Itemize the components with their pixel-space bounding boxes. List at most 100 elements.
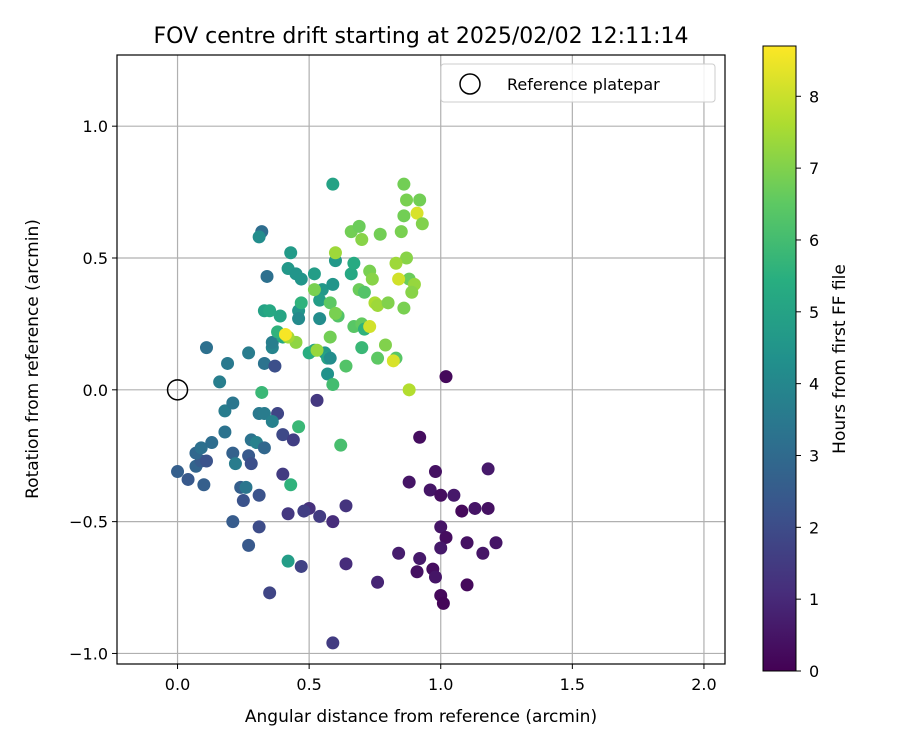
scatter-point xyxy=(439,370,453,384)
chart-title: FOV centre drift starting at 2025/02/02 … xyxy=(154,24,689,49)
scatter-point xyxy=(397,209,411,223)
scatter-point xyxy=(278,327,292,341)
scatter-point xyxy=(357,285,371,299)
scatter-point xyxy=(221,356,235,370)
scatter-point xyxy=(297,504,311,518)
scatter-point xyxy=(218,425,232,439)
y-axis-label: Rotation from reference (arcmin) xyxy=(23,219,43,499)
colorbar-ticks: 0 1 2 3 4 5 6 7 8 xyxy=(796,87,819,681)
scatter-point xyxy=(371,575,385,589)
scatter-point xyxy=(268,359,282,373)
colorbar-tick-label: 3 xyxy=(809,446,819,465)
legend-box xyxy=(440,63,716,103)
grid xyxy=(117,55,725,664)
scatter-point xyxy=(326,277,340,291)
scatter-point xyxy=(460,536,474,550)
scatter-point xyxy=(326,636,340,650)
scatter-point xyxy=(265,335,279,349)
scatter-point xyxy=(255,385,269,399)
scatter-point xyxy=(226,396,240,410)
scatter-point xyxy=(286,433,300,447)
scatter-point xyxy=(428,465,442,479)
scatter-point xyxy=(434,541,448,555)
scatter-point xyxy=(447,488,461,502)
scatter-point xyxy=(400,193,414,207)
scatter-point xyxy=(381,296,395,310)
scatter-point xyxy=(244,457,258,471)
scatter-point xyxy=(481,501,495,515)
scatter-point xyxy=(400,251,414,265)
legend-reference-marker xyxy=(459,73,481,95)
scatter-point xyxy=(468,501,482,515)
colorbar-tick-label: 5 xyxy=(809,303,819,322)
scatter-point xyxy=(365,272,379,286)
colorbar-tick-label: 8 xyxy=(809,87,819,106)
scatter-point xyxy=(321,367,335,381)
scatter-point xyxy=(326,378,340,392)
colorbar-label: Hours from first FF file xyxy=(830,264,850,454)
legend: Reference platepar xyxy=(440,63,716,103)
plot-frame xyxy=(116,54,726,665)
scatter-point xyxy=(313,509,327,523)
y-tick-label: −1.0 xyxy=(69,644,108,663)
scatter-point xyxy=(263,586,277,600)
scatter-point xyxy=(292,420,306,434)
legend-label-reference-platepar: Reference platepar xyxy=(507,75,660,94)
y-axis-ticks: −1.0 −0.5 0.0 0.5 1.0 xyxy=(69,117,117,663)
scatter-point xyxy=(339,499,353,513)
colorbar-gradient xyxy=(763,46,796,671)
scatter-point xyxy=(263,304,277,318)
scatter-point xyxy=(371,298,385,312)
scatter-point xyxy=(276,467,290,481)
x-axis-ticks: 0.0 0.5 1.0 1.5 2.0 xyxy=(165,664,717,694)
y-tick-label: 0.5 xyxy=(83,249,108,268)
scatter-point xyxy=(423,483,437,497)
scatter-point xyxy=(310,343,324,357)
scatter-point xyxy=(415,217,429,231)
scatter-point xyxy=(413,193,427,207)
y-tick-label: 0.0 xyxy=(83,381,108,400)
scatter-point xyxy=(378,338,392,352)
scatter-point xyxy=(310,393,324,407)
colorbar-tick-label: 7 xyxy=(809,159,819,178)
scatter-point xyxy=(265,414,279,428)
scatter-point xyxy=(313,293,327,307)
scatter-point xyxy=(252,488,266,502)
scatter-point xyxy=(313,312,327,326)
colorbar-tick-label: 2 xyxy=(809,518,819,537)
scatter-point xyxy=(389,256,403,270)
scatter-point xyxy=(434,488,448,502)
scatter-point xyxy=(199,454,213,468)
scatter-point xyxy=(326,515,340,529)
reference-platepar-marker xyxy=(166,379,189,401)
scatter-point xyxy=(171,465,185,479)
scatter-point xyxy=(294,272,308,286)
scatter-point xyxy=(392,546,406,560)
scatter-point xyxy=(260,269,274,283)
scatter-point xyxy=(344,267,358,281)
scatter-point xyxy=(410,206,424,220)
scatter-point xyxy=(197,478,211,492)
scatter-point xyxy=(281,507,295,521)
x-tick-label: 0.0 xyxy=(165,675,190,694)
scatter-point xyxy=(205,436,219,450)
scatter-point xyxy=(242,346,256,360)
scatter-point xyxy=(489,536,503,550)
scatter-point xyxy=(476,546,490,560)
scatter-point xyxy=(352,219,366,233)
scatter-point xyxy=(294,559,308,573)
scatter-point xyxy=(239,480,253,494)
scatter-point xyxy=(307,267,321,281)
scatter-point xyxy=(307,283,321,297)
x-tick-label: 2.0 xyxy=(691,675,716,694)
x-tick-label: 1.0 xyxy=(428,675,453,694)
scatter-point xyxy=(284,478,298,492)
scatter-point xyxy=(347,256,361,270)
scatter-point xyxy=(213,375,227,389)
scatter-point xyxy=(242,538,256,552)
scatter-point xyxy=(481,462,495,476)
scatter-point xyxy=(199,341,213,355)
scatter-point xyxy=(413,552,427,566)
scatter-points xyxy=(171,177,503,650)
